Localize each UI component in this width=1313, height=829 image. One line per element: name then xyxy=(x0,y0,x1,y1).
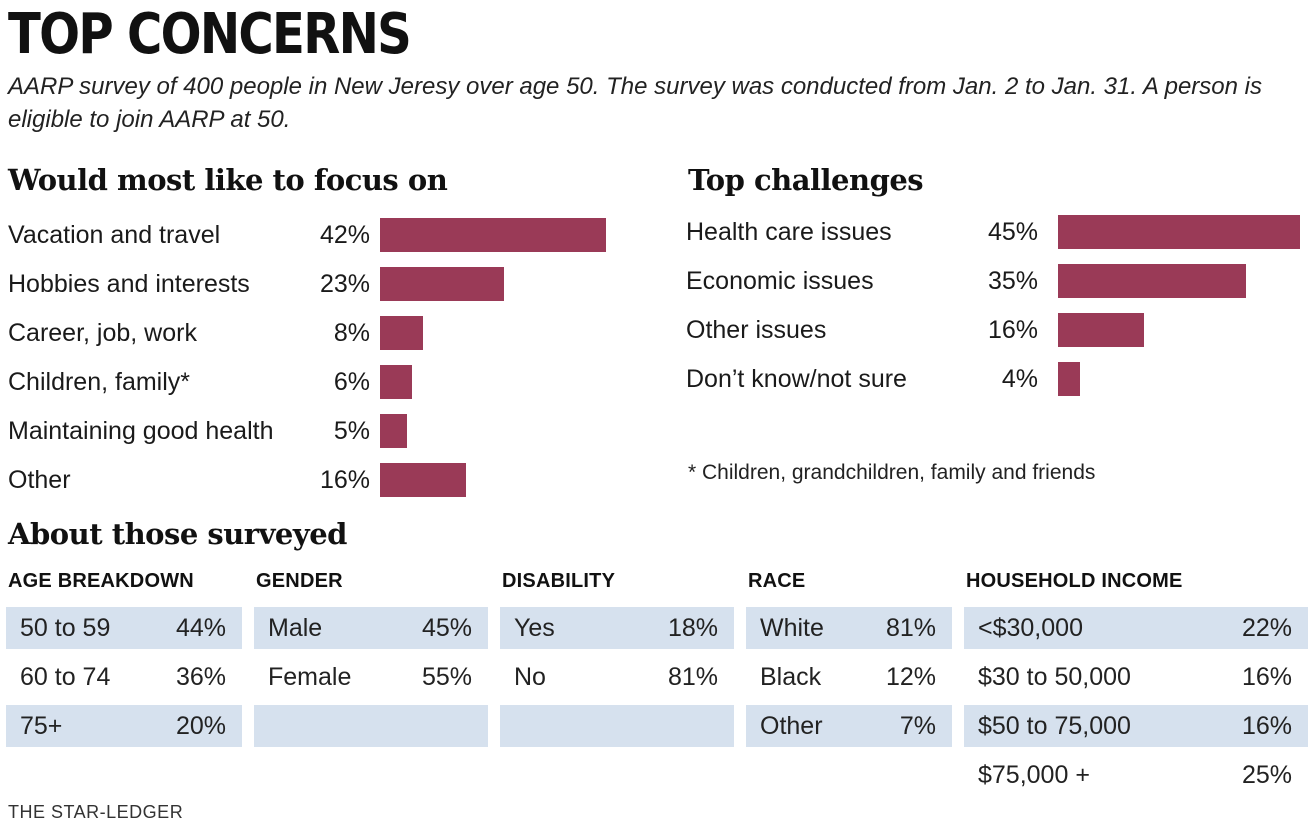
table-row: Female 55% xyxy=(254,656,488,698)
bar xyxy=(1058,215,1300,249)
bar-category-label: Other issues xyxy=(686,316,827,344)
row-value: 36% xyxy=(175,663,226,691)
bar xyxy=(1058,264,1246,298)
bar-category-label: Vacation and travel xyxy=(8,221,221,249)
bar-row: Career, job, work 8% xyxy=(8,315,606,351)
bar-row: Maintaining good health 5% xyxy=(8,413,606,449)
challenges-chart-title: Top challenges xyxy=(688,163,924,197)
table-row: White 81% xyxy=(746,607,952,649)
row-value: 55% xyxy=(421,663,472,691)
table-row: Other 7% xyxy=(746,705,952,747)
row-label: Other xyxy=(760,712,823,740)
bar-category-label: Hobbies and interests xyxy=(8,270,250,298)
table-row: 75+ 20% xyxy=(6,705,242,747)
table-row: 60 to 74 36% xyxy=(6,656,242,698)
bar-category-label: Health care issues xyxy=(686,218,892,246)
column-header: DISABILITY xyxy=(502,570,616,592)
credit: THE STAR-LEDGER xyxy=(8,802,184,822)
bar xyxy=(380,365,412,399)
bar-row: Economic issues 35% xyxy=(686,263,1300,299)
bar-category-label: Career, job, work xyxy=(8,319,197,347)
bar xyxy=(380,414,407,448)
bar-row: Don’t know/not sure 4% xyxy=(686,361,1300,397)
row-value: 44% xyxy=(175,614,226,642)
row-value: 7% xyxy=(899,712,936,740)
row-value: 22% xyxy=(1241,614,1292,642)
column-header: AGE BREAKDOWN xyxy=(8,570,194,592)
bar-category-label: Don’t know/not sure xyxy=(686,365,907,393)
bar-row: Children, family* 6% xyxy=(8,364,606,400)
bar xyxy=(380,316,423,350)
row-label: 60 to 74 xyxy=(20,663,111,691)
bar-row: Other 16% xyxy=(8,462,606,498)
focus-chart-title: Would most like to focus on xyxy=(8,163,448,197)
subtitle: AARP survey of 400 people in New Jeresy … xyxy=(8,73,1262,133)
row-value: 81% xyxy=(885,614,936,642)
row-label: Black xyxy=(760,663,822,691)
row-label: No xyxy=(514,663,546,691)
bar-row: Health care issues 45% xyxy=(686,214,1300,250)
page-title: TOP CONCERNS xyxy=(8,2,412,67)
table-row: $30 to 50,000 16% xyxy=(964,656,1308,698)
row-label: Female xyxy=(268,663,352,691)
bar-category-label: Children, family* xyxy=(8,368,191,396)
row-label: 50 to 59 xyxy=(20,614,111,642)
row-label: $30 to 50,000 xyxy=(978,663,1131,691)
row-value: 16% xyxy=(1241,712,1292,740)
table-row: Male 45% xyxy=(254,607,488,649)
bar-category-label: Other xyxy=(8,466,71,494)
column-header: GENDER xyxy=(256,570,343,592)
table-row: Yes 18% xyxy=(500,607,734,649)
row-label: Male xyxy=(268,614,323,642)
bar xyxy=(1058,313,1144,347)
column-header: RACE xyxy=(748,570,806,592)
table-row xyxy=(500,705,734,747)
column-header: HOUSEHOLD INCOME xyxy=(966,570,1183,592)
bar xyxy=(1058,362,1080,396)
row-value: 12% xyxy=(885,663,936,691)
bar-value-label: 4% xyxy=(1001,365,1038,393)
row-label: 75+ xyxy=(20,712,63,740)
bar-row: Vacation and travel 42% xyxy=(8,217,606,253)
bar-value-label: 8% xyxy=(333,319,370,347)
surveyed-heading: About those surveyed xyxy=(8,517,347,551)
table-row: 50 to 59 44% xyxy=(6,607,242,649)
table-row: $75,000 + 25% xyxy=(964,754,1308,796)
bar xyxy=(380,267,504,301)
bar xyxy=(380,218,606,252)
bar-value-label: 42% xyxy=(319,221,370,249)
row-value: 16% xyxy=(1241,663,1292,691)
bar-category-label: Economic issues xyxy=(686,267,874,295)
bar-value-label: 16% xyxy=(987,316,1038,344)
bar-value-label: 23% xyxy=(319,270,370,298)
bar xyxy=(380,463,466,497)
row-value: 18% xyxy=(667,614,718,642)
table-row: Black 12% xyxy=(746,656,952,698)
row-label: White xyxy=(760,614,824,642)
bar-value-label: 35% xyxy=(987,267,1038,295)
bar-row: Other issues 16% xyxy=(686,312,1300,348)
row-value: 81% xyxy=(667,663,718,691)
row-label: Yes xyxy=(514,614,555,642)
bar-value-label: 45% xyxy=(987,218,1038,246)
row-label: $75,000 + xyxy=(978,761,1090,789)
table-row xyxy=(254,705,488,747)
table-row: No 81% xyxy=(500,656,734,698)
row-value: 20% xyxy=(175,712,226,740)
row-value: 45% xyxy=(421,614,472,642)
bar-category-label: Maintaining good health xyxy=(8,417,274,445)
row-label: $50 to 75,000 xyxy=(978,712,1131,740)
bar-value-label: 16% xyxy=(319,466,370,494)
bar-value-label: 5% xyxy=(333,417,370,445)
footnote: * Children, grandchildren, family and fr… xyxy=(688,461,1096,484)
table-row: <$30,000 22% xyxy=(964,607,1308,649)
bar-row: Hobbies and interests 23% xyxy=(8,266,606,302)
row-label: <$30,000 xyxy=(978,614,1083,642)
bar-value-label: 6% xyxy=(333,368,370,396)
table-row: $50 to 75,000 16% xyxy=(964,705,1308,747)
row-value: 25% xyxy=(1241,761,1292,789)
